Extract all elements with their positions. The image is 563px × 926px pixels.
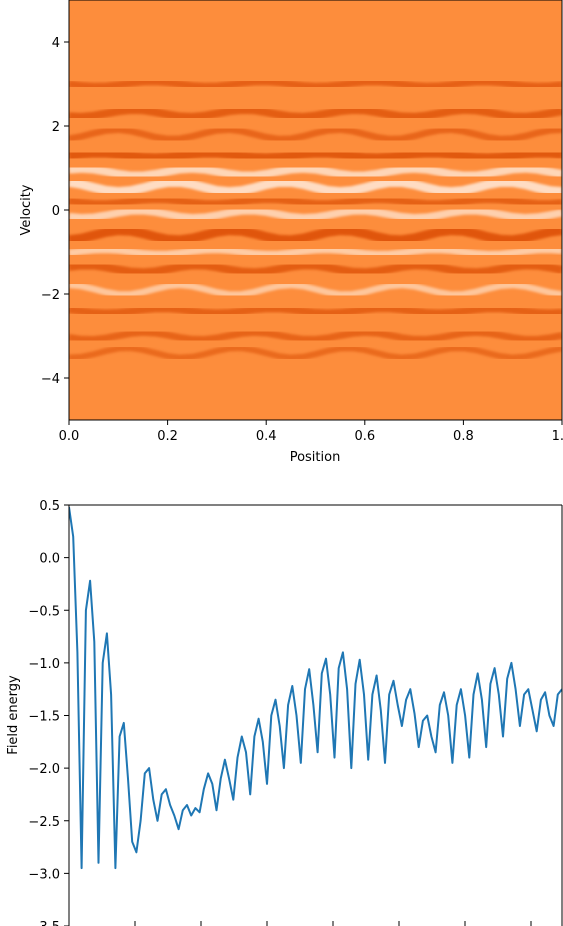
y-axis-label-energy: Field energy bbox=[6, 675, 21, 755]
heatmap-band bbox=[69, 328, 562, 344]
heatmap-band bbox=[69, 281, 562, 298]
heatmap-band bbox=[69, 77, 562, 91]
heatmap-band bbox=[69, 206, 562, 222]
y-tick-label: 4 bbox=[52, 36, 60, 51]
field-energy-series-line bbox=[69, 506, 562, 870]
y-tick-label: −3.0 bbox=[28, 867, 60, 882]
heatmap-band bbox=[69, 148, 562, 163]
x-tick-label: 0.8 bbox=[453, 429, 474, 444]
y-tick-label: −2.5 bbox=[28, 815, 60, 830]
heatmap-band bbox=[69, 225, 562, 245]
x-tick-label: 1.0 bbox=[552, 429, 563, 444]
y-tick-label: −1.0 bbox=[28, 657, 60, 672]
x-tick-label: 0.4 bbox=[256, 429, 277, 444]
heatmap-band bbox=[69, 105, 562, 122]
heatmap-band bbox=[69, 126, 562, 143]
x-tick-label: 0.0 bbox=[59, 429, 80, 444]
heatmap-band bbox=[69, 304, 562, 318]
heatmap-band bbox=[69, 164, 562, 180]
y-tick-label: −1.5 bbox=[28, 710, 60, 725]
y-axis-label: Velocity bbox=[19, 184, 34, 235]
heatmap-band bbox=[69, 261, 562, 277]
top-x-ticks: 0.0 0.2 0.4 0.6 0.8 1.0 bbox=[59, 420, 563, 444]
x-axis-label: Position bbox=[290, 450, 341, 465]
y-tick-label: −4 bbox=[41, 372, 60, 387]
heatmap-band bbox=[69, 195, 562, 208]
y-tick-label: 0 bbox=[52, 204, 60, 219]
line-plot-background bbox=[69, 505, 562, 926]
y-tick-label: 2 bbox=[52, 120, 60, 135]
top-y-ticks: −4 −2 0 2 4 bbox=[41, 36, 69, 387]
heatmap-band bbox=[69, 177, 562, 197]
bottom-y-ticks: 0.5 0.0 −0.5 −1.0 −1.5 −2.0 −2.5 −3.0 −3.5 bbox=[28, 499, 69, 926]
y-tick-label: 0.5 bbox=[39, 499, 60, 514]
y-tick-label: −3.5 bbox=[28, 920, 60, 926]
y-tick-label: −2 bbox=[41, 288, 60, 303]
heatmap-band bbox=[69, 345, 562, 361]
x-tick-label: 0.2 bbox=[157, 429, 178, 444]
phase-space-plot: 0.0 0.2 0.4 0.6 0.8 1.0 −4 −2 0 2 4 Position Velo… bbox=[19, 0, 563, 465]
heatmap-bands bbox=[69, 77, 562, 361]
y-tick-label: −0.5 bbox=[28, 604, 60, 619]
y-tick-label: −2.0 bbox=[28, 762, 60, 777]
heatmap-band bbox=[69, 246, 562, 258]
x-tick-label: 0.6 bbox=[354, 429, 375, 444]
y-tick-label: 0.0 bbox=[39, 552, 60, 567]
field-energy-plot: 0.5 0.0 −0.5 −1.0 −1.5 −2.0 −2.5 −3.0 −3.5 Field… bbox=[6, 499, 563, 926]
bottom-x-ticks bbox=[68, 921, 532, 926]
